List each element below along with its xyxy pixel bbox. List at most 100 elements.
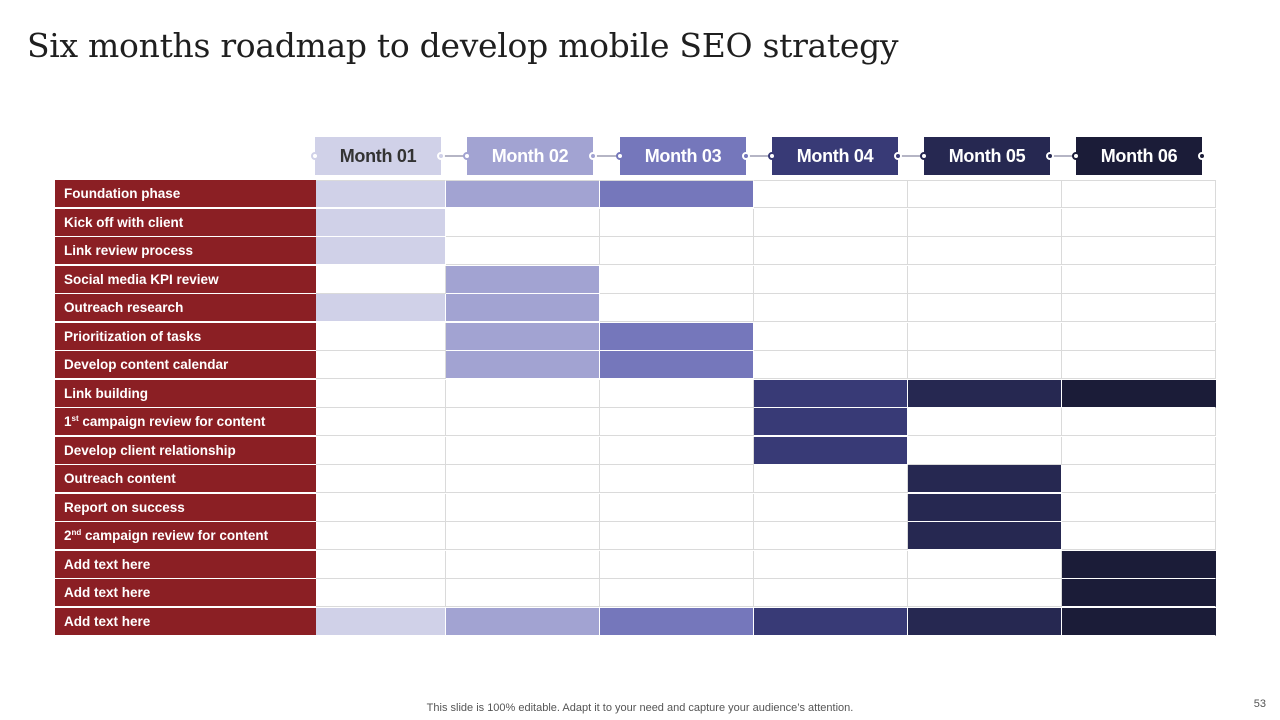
empty-cell — [908, 550, 1062, 579]
slide-title: Six months roadmap to develop mobile SEO… — [27, 26, 899, 65]
empty-cell — [600, 550, 754, 579]
empty-cell — [316, 522, 446, 550]
task-bar-month-2 — [446, 265, 600, 294]
month-connector-dot — [616, 152, 624, 160]
task-bar-month-1 — [316, 237, 446, 265]
empty-cell — [316, 379, 446, 408]
task-bar-month-2 — [446, 322, 600, 351]
empty-cell — [316, 322, 446, 351]
month-header: Month 01 Month 02 Month 03 Month 04 Month 05… — [0, 0, 1280, 180]
empty-cell — [600, 379, 754, 408]
empty-cell — [1062, 294, 1216, 322]
month-connector-dot — [1198, 152, 1206, 160]
task-label: Kick off with client — [55, 208, 316, 236]
task-label: Add text here — [55, 550, 316, 578]
empty-cell — [754, 351, 908, 379]
empty-cell — [600, 237, 754, 265]
empty-cell — [754, 465, 908, 493]
empty-cell — [908, 265, 1062, 294]
empty-cell — [908, 436, 1062, 465]
task-bar-month-5 — [908, 379, 1062, 408]
empty-cell — [1062, 237, 1216, 265]
month-label-4: Month 04 — [772, 137, 898, 175]
empty-cell — [446, 579, 600, 607]
empty-cell — [908, 408, 1062, 436]
task-bar-month-6 — [1062, 379, 1216, 408]
empty-cell — [1062, 208, 1216, 237]
empty-cell — [908, 294, 1062, 322]
empty-cell — [600, 522, 754, 550]
task-bar-month-5 — [908, 493, 1062, 522]
empty-cell — [446, 237, 600, 265]
empty-cell — [446, 408, 600, 436]
empty-cell — [316, 408, 446, 436]
empty-cell — [1062, 465, 1216, 493]
empty-cell — [600, 436, 754, 465]
empty-cell — [600, 294, 754, 322]
task-label: Prioritization of tasks — [55, 322, 316, 350]
task-row: Develop content calendar — [55, 351, 1216, 379]
task-bar-month-6 — [1062, 607, 1216, 636]
empty-cell — [908, 579, 1062, 607]
empty-cell — [316, 493, 446, 522]
empty-cell — [600, 408, 754, 436]
month-connector-dot — [768, 152, 776, 160]
task-bar-month-4 — [754, 607, 908, 636]
month-connector-dot — [589, 152, 597, 160]
month-connector-dot — [311, 152, 319, 160]
empty-cell — [1062, 351, 1216, 379]
task-label: Report on success — [55, 493, 316, 521]
empty-cell — [754, 208, 908, 237]
empty-cell — [446, 550, 600, 579]
task-row: 1st campaign review for content — [55, 408, 1216, 436]
task-row: Develop client relationship — [55, 436, 1216, 465]
task-row: Kick off with client — [55, 208, 1216, 237]
task-bar-month-1 — [316, 208, 446, 237]
task-label: Link building — [55, 379, 316, 407]
task-bar-month-3 — [600, 180, 754, 208]
task-row: Social media KPI review — [55, 265, 1216, 294]
task-label: Social media KPI review — [55, 265, 316, 293]
month-connector-dot — [437, 152, 445, 160]
task-label: Foundation phase — [55, 180, 316, 207]
task-bar-month-4 — [754, 408, 908, 436]
empty-cell — [754, 493, 908, 522]
empty-cell — [908, 322, 1062, 351]
task-label: Develop content calendar — [55, 351, 316, 378]
task-bar-month-2 — [446, 607, 600, 636]
task-label: 1st campaign review for content — [55, 408, 316, 435]
empty-cell — [600, 465, 754, 493]
empty-cell — [446, 465, 600, 493]
empty-cell — [446, 379, 600, 408]
task-label: Outreach research — [55, 294, 316, 321]
month-connector-dot — [742, 152, 750, 160]
empty-cell — [1062, 265, 1216, 294]
empty-cell — [754, 265, 908, 294]
empty-cell — [316, 351, 446, 379]
empty-cell — [316, 465, 446, 493]
task-bar-month-3 — [600, 351, 754, 379]
month-connector-dot — [894, 152, 902, 160]
month-label-2: Month 02 — [467, 137, 593, 175]
task-bar-month-1 — [316, 294, 446, 322]
empty-cell — [754, 579, 908, 607]
month-label-6: Month 06 — [1076, 137, 1202, 175]
task-row: Report on success — [55, 493, 1216, 522]
task-bar-month-5 — [908, 607, 1062, 636]
task-bar-month-3 — [600, 607, 754, 636]
empty-cell — [908, 351, 1062, 379]
task-row: Link review process — [55, 237, 1216, 265]
task-bar-month-5 — [908, 522, 1062, 550]
task-label: Add text here — [55, 579, 316, 606]
task-row: Add text here — [55, 550, 1216, 579]
empty-cell — [908, 208, 1062, 237]
task-bar-month-6 — [1062, 550, 1216, 579]
month-connector-line — [315, 155, 1202, 157]
empty-cell — [1062, 522, 1216, 550]
task-bar-month-2 — [446, 180, 600, 208]
empty-cell — [316, 265, 446, 294]
empty-cell — [754, 322, 908, 351]
empty-cell — [1062, 493, 1216, 522]
task-row: Add text here — [55, 607, 1216, 636]
task-bar-month-5 — [908, 465, 1062, 493]
